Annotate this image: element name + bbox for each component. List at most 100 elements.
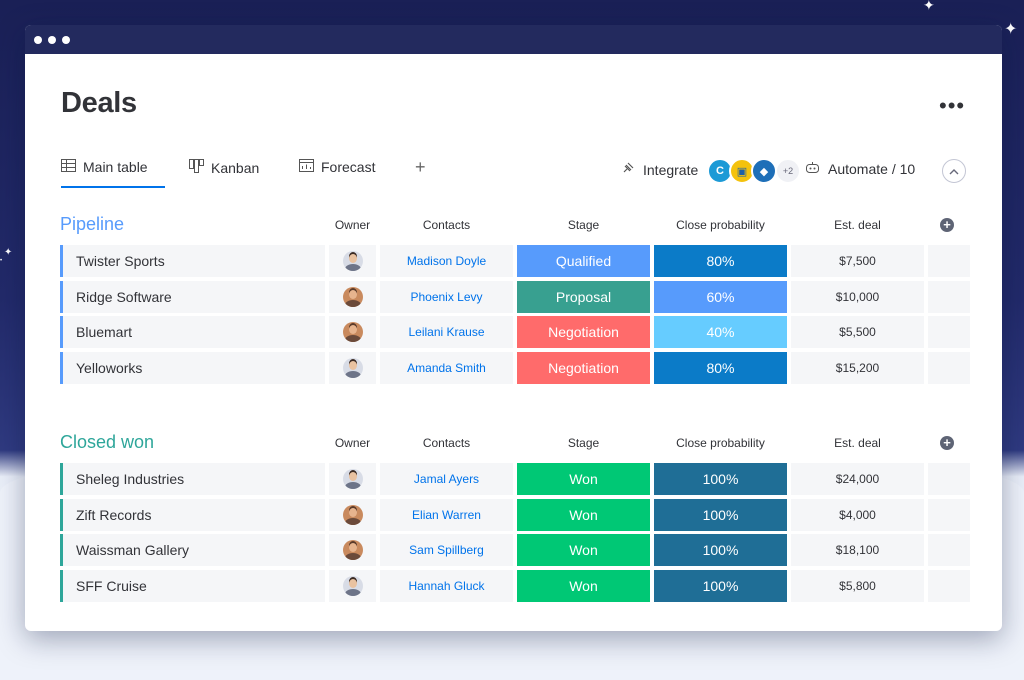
empty-cell [928,463,970,495]
probability-status[interactable]: 80% [654,351,787,384]
table-row[interactable]: Sheleg Industries Jamal Ayers Won 100% $24,0… [60,463,970,495]
probability-status[interactable]: 100% [654,498,787,531]
column-header-probability[interactable]: Close probability [676,436,765,450]
column-header-probability[interactable]: Close probability [676,218,765,232]
avatar [342,575,363,596]
tab-main-table[interactable]: Main table [61,159,148,175]
item-name[interactable]: Yelloworks [60,351,325,384]
table-icon [61,159,76,175]
avatar [342,540,363,560]
avatar-body [344,264,361,271]
avatar-face [348,578,357,588]
table-row[interactable]: Zift Records Elian Warren Won 100% $4,000 [60,498,970,531]
deal-value[interactable]: $5,500 [791,316,924,348]
avatar-face [348,472,357,481]
item-name[interactable]: SFF Cruise [60,569,325,602]
contact-link[interactable]: Hannah Gluck [380,569,513,602]
collapse-button[interactable] [942,159,966,183]
empty-cell [928,498,970,531]
column-header-contacts[interactable]: Contacts [422,436,471,450]
column-header-owner[interactable]: Owner [334,218,371,232]
window-dot [62,36,70,44]
contact-link[interactable]: Phoenix Levy [380,280,513,313]
tab-forecast[interactable]: Forecast [299,159,375,175]
stage-status[interactable]: Negotiation [517,351,650,384]
item-name[interactable]: Zift Records [60,498,325,531]
item-name[interactable]: Ridge Software [60,280,325,313]
contact-link[interactable]: Leilani Krause [380,316,513,348]
automate-button[interactable]: Automate / 10 [805,161,915,177]
deal-value[interactable]: $24,000 [791,463,924,495]
avatar-body [344,517,361,525]
add-column-icon[interactable]: + [940,218,954,232]
integration-apps[interactable]: C ▣ ◆ +2 [707,158,801,184]
empty-cell [928,245,970,277]
more-horizontal-icon[interactable]: ••• [939,93,966,118]
item-name[interactable]: Waissman Gallery [60,534,325,566]
table-row[interactable]: SFF Cruise Hannah Gluck Won 100% $5,800 [60,569,970,602]
integrate-button[interactable]: Integrate [621,161,698,178]
owner-cell[interactable] [329,534,376,566]
owner-cell[interactable] [329,316,376,348]
stage-status[interactable]: Won [517,569,650,602]
deal-value[interactable]: $4,000 [791,498,924,531]
contact-link[interactable]: Madison Doyle [380,245,513,277]
contact-link[interactable]: Amanda Smith [380,351,513,384]
item-name[interactable]: Sheleg Industries [60,463,325,495]
active-tab-indicator [61,186,165,188]
avatar-body [344,553,361,560]
item-name[interactable]: Twister Sports [60,245,325,277]
stage-status[interactable]: Won [517,498,650,531]
deal-value[interactable]: $10,000 [791,280,924,313]
avatar-face [348,507,357,517]
empty-cell [928,569,970,602]
tab-kanban[interactable]: Kanban [189,159,259,176]
table-row[interactable]: Waissman Gallery Sam Spillberg Won 100% $18,… [60,534,970,566]
owner-cell[interactable] [329,463,376,495]
deal-value[interactable]: $15,200 [791,351,924,384]
group-title[interactable]: Closed won [60,432,155,452]
item-name[interactable]: Bluemart [60,316,325,348]
avatar-body [344,335,361,342]
owner-cell[interactable] [329,498,376,531]
column-header-stage[interactable]: Stage [567,218,600,232]
column-header-deal[interactable]: Est. deal [834,218,881,232]
stage-status[interactable]: Qualified [517,245,650,277]
integrate-label: Integrate [643,161,699,178]
deal-value[interactable]: $7,500 [791,245,924,277]
add-view-button[interactable]: + [415,157,426,177]
table-row[interactable]: Ridge Software Phoenix Levy Proposal 60% $10… [60,280,970,313]
contact-link[interactable]: Sam Spillberg [380,534,513,566]
probability-status[interactable]: 100% [654,569,787,602]
probability-status[interactable]: 40% [654,316,787,348]
deal-value[interactable]: $18,100 [791,534,924,566]
table-row[interactable]: Bluemart Leilani Krause Negotiation 40% $5,5… [60,316,970,348]
probability-status[interactable]: 100% [654,534,787,566]
contact-link[interactable]: Jamal Ayers [380,463,513,495]
stage-status[interactable]: Won [517,534,650,566]
table-row[interactable]: Yelloworks Amanda Smith Negotiation 80% $15,… [60,351,970,384]
tab-label: Kanban [211,159,260,176]
probability-status[interactable]: 80% [654,245,787,277]
probability-status[interactable]: 60% [654,280,787,313]
stage-status[interactable]: Negotiation [517,316,650,348]
column-header-deal[interactable]: Est. deal [834,436,881,450]
add-column-icon[interactable]: + [940,436,954,450]
stage-status[interactable]: Won [517,463,650,495]
owner-cell[interactable] [329,569,376,602]
app-icon: ◆ [751,158,777,184]
owner-cell[interactable] [329,280,376,313]
table-row[interactable]: Twister Sports Madison Doyle Qualified 80% $… [60,245,970,277]
stage-status[interactable]: Proposal [517,280,650,313]
sparkle-icon: • [0,258,3,264]
contact-link[interactable]: Elian Warren [380,498,513,531]
column-header-owner[interactable]: Owner [334,436,371,450]
owner-cell[interactable] [329,245,376,277]
column-header-stage[interactable]: Stage [567,436,600,450]
owner-cell[interactable] [329,351,376,384]
probability-status[interactable]: 100% [654,463,787,495]
deal-value[interactable]: $5,800 [791,569,924,602]
avatar-face [348,360,357,370]
column-header-contacts[interactable]: Contacts [422,218,471,232]
group-title[interactable]: Pipeline [60,214,125,234]
